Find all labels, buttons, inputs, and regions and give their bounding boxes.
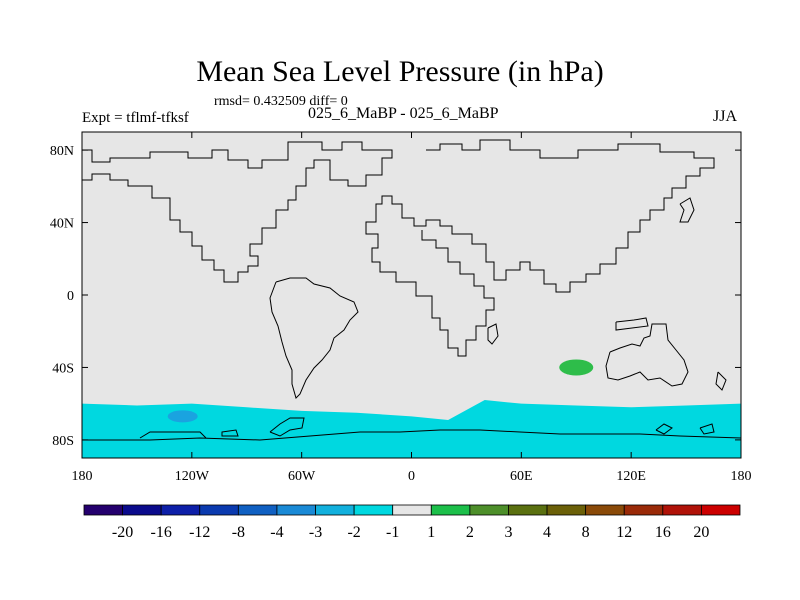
colorbar-label: -2: [347, 524, 360, 541]
x-tick-label: 180: [72, 469, 93, 484]
x-tick-label: 120W: [175, 469, 210, 484]
colorbar-swatch: [237, 504, 278, 516]
colorbar-swatch: [508, 504, 548, 516]
colorbar-swatch: [430, 504, 471, 516]
colorbar-swatch: [469, 504, 509, 516]
colorbar-swatch: [83, 504, 123, 516]
map-axes: 180 120W 60W 0 60E 120E 180 80N 40N 0 40S 80S: [50, 132, 752, 484]
x-tick-label: 60E: [510, 469, 533, 484]
colorbar-label: -16: [151, 524, 172, 541]
coastlines: [82, 139, 741, 441]
colorbar-swatch: [701, 504, 741, 516]
colorbar-label: 8: [582, 524, 590, 541]
colorbar-label: -3: [309, 524, 322, 541]
colorbar-swatch: [392, 504, 432, 516]
colorbar-label: 3: [504, 524, 512, 541]
rmsd-stats: rmsd= 0.432509 diff= 0: [214, 94, 348, 109]
y-tick-label: 80N: [50, 144, 74, 159]
colorbar-label: 16: [655, 524, 671, 541]
y-tick-label: 40N: [50, 217, 74, 232]
colorbar-swatch: [546, 504, 587, 516]
colorbar-label: -12: [189, 524, 210, 541]
colorbar-label: -4: [270, 524, 283, 541]
map-area: [82, 132, 741, 458]
x-tick-label: 60W: [288, 469, 316, 484]
colorbar-label: 20: [693, 524, 709, 541]
x-tick-label: 120E: [616, 469, 646, 484]
colorbar: -20 -16 -12 -8 -4 -3 -2 -1 1 2 3 4 8 12 16 20: [83, 504, 741, 541]
pacific-low-region: [167, 410, 198, 423]
y-tick-label: 40S: [52, 361, 74, 376]
colorbar-label: 2: [466, 524, 474, 541]
colorbar-label: 1: [427, 524, 435, 541]
indian-ocean-high-region: [559, 359, 594, 376]
colorbar-label: 12: [616, 524, 632, 541]
season-label: JJA: [713, 108, 738, 125]
experiment-label: Expt = tflmf-tfksf: [82, 110, 189, 126]
colorbar-swatch: [623, 504, 664, 516]
x-tick-label: 0: [408, 469, 415, 484]
southern-ocean-band: [82, 400, 741, 458]
colorbar-swatch: [315, 504, 355, 516]
colorbar-swatch: [160, 504, 201, 516]
y-tick-label: 0: [67, 289, 74, 304]
colorbar-swatch: [276, 504, 316, 516]
colorbar-label: -20: [112, 524, 133, 541]
map-title: Mean Sea Level Pressure (in hPa): [196, 55, 604, 88]
period-label: 025_6_MaBP - 025_6_MaBP: [308, 105, 499, 122]
colorbar-swatch: [585, 504, 625, 516]
colorbar-label: 4: [543, 524, 551, 541]
colorbar-label: -8: [232, 524, 245, 541]
colorbar-swatch: [122, 504, 162, 516]
colorbar-swatch: [199, 504, 239, 516]
colorbar-label: -1: [386, 524, 399, 541]
y-tick-label: 80S: [52, 434, 74, 449]
colorbar-swatch: [662, 504, 702, 516]
x-tick-label: 180: [731, 469, 752, 484]
colorbar-swatch: [353, 504, 394, 516]
